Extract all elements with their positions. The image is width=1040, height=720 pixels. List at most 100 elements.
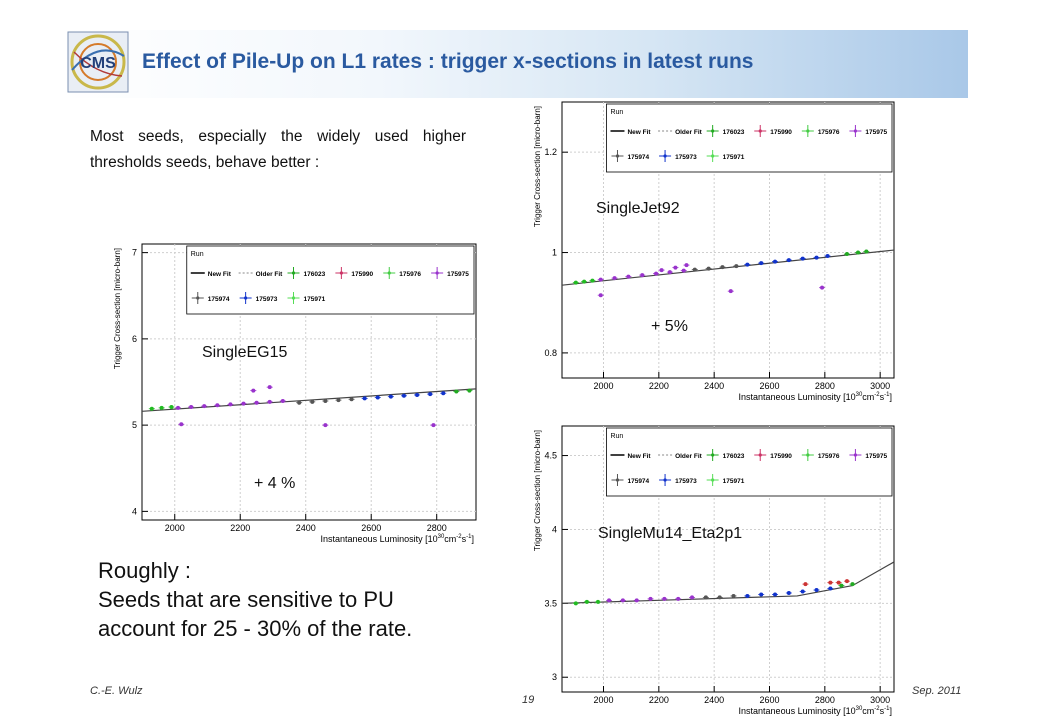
legend-marker-point — [758, 453, 762, 457]
data-point — [745, 593, 750, 598]
data-point — [745, 262, 750, 267]
data-point — [241, 401, 246, 406]
legend-marker-point — [711, 478, 715, 482]
data-point — [640, 273, 645, 278]
conclusion-line-1: Roughly : — [98, 558, 191, 583]
legend-marker-point — [435, 271, 439, 275]
x-tick-label: 2800 — [427, 523, 447, 533]
legend-marker-point — [339, 271, 343, 275]
data-point — [612, 276, 617, 281]
data-point — [814, 588, 819, 593]
data-point — [800, 256, 805, 261]
x-tick-label: 2400 — [296, 523, 316, 533]
data-point — [667, 270, 672, 275]
legend-entry: 175975 — [447, 271, 469, 278]
data-point — [734, 264, 739, 269]
legend-marker-point — [711, 154, 715, 158]
data-point — [349, 397, 354, 402]
data-point — [336, 398, 341, 403]
legend-entry: 175990 — [351, 271, 373, 278]
data-point — [189, 405, 194, 410]
x-tick-label: 2000 — [593, 695, 613, 705]
x-axis-label: Instantaneous Luminosity [1030cm-2s-1] — [739, 706, 892, 716]
data-point — [844, 252, 849, 257]
legend-entry: 175975 — [865, 129, 887, 136]
data-point — [654, 271, 659, 276]
legend-entry: 175975 — [865, 453, 887, 460]
data-point — [814, 255, 819, 260]
legend-title: Run — [610, 109, 623, 116]
data-point — [720, 265, 725, 270]
data-point — [176, 405, 181, 410]
legend-marker-point — [806, 129, 810, 133]
x-tick-label: 2600 — [759, 381, 779, 391]
legend-entry: New Fit — [627, 129, 651, 136]
legend-marker-point — [615, 478, 620, 482]
data-point — [401, 393, 406, 398]
data-point — [215, 403, 220, 408]
plot-frame — [141, 243, 477, 521]
y-tick-label: 1.2 — [544, 147, 557, 157]
data-point — [703, 595, 708, 600]
data-point — [800, 589, 805, 594]
cms-logo: CMS — [67, 31, 129, 93]
data-point — [676, 596, 681, 601]
data-point — [759, 592, 764, 597]
data-point — [634, 598, 639, 603]
footer-date: Sep. 2011 — [912, 685, 962, 697]
data-point — [684, 263, 689, 268]
data-point — [850, 582, 855, 587]
data-point — [323, 398, 328, 403]
y-tick-label: 3 — [552, 672, 557, 682]
y-tick-label: 3.5 — [544, 598, 557, 608]
x-tick-label: 2800 — [815, 695, 835, 705]
y-tick-label: 0.8 — [544, 348, 557, 358]
legend-marker-point — [615, 154, 620, 158]
label-singlejet92: SingleJet92 — [596, 200, 680, 217]
data-point — [864, 249, 869, 254]
y-tick-label: 6 — [132, 334, 137, 344]
data-point — [415, 392, 420, 397]
data-point — [149, 406, 154, 411]
data-point — [375, 395, 380, 400]
data-point — [582, 279, 587, 284]
x-tick-label: 2200 — [649, 695, 669, 705]
legend-marker-point — [853, 453, 858, 457]
legend-entry: 175976 — [818, 453, 840, 460]
chart-singleeg15: 2000 2200 2400 2600 2800 4 5 6 7 Instantaneous Lu… — [112, 240, 484, 546]
data-point — [828, 586, 833, 591]
data-point — [441, 391, 446, 396]
legend-marker-point — [291, 296, 296, 300]
x-tick-label: 2200 — [230, 523, 250, 533]
y-tick-label: 7 — [132, 248, 137, 258]
x-axis-label: Instantaneous Luminosity [1030cm-2s-1] — [739, 392, 892, 402]
data-point — [467, 388, 472, 393]
legend-marker-point — [663, 478, 667, 482]
legend-entry: 175976 — [399, 271, 421, 278]
x-tick-label: 2800 — [815, 381, 835, 391]
data-point — [169, 405, 174, 410]
x-tick-label: 2400 — [704, 381, 724, 391]
data-point — [573, 280, 578, 285]
data-point — [595, 599, 600, 604]
legend-entry: 175973 — [675, 154, 697, 161]
legend-entry: 175971 — [723, 478, 745, 485]
header-band — [60, 30, 968, 98]
data-point — [836, 580, 841, 585]
data-point — [310, 399, 315, 404]
data-point — [251, 388, 256, 393]
data-point — [584, 599, 589, 604]
legend-box — [606, 103, 893, 173]
data-point — [620, 598, 625, 603]
data-point — [803, 582, 808, 587]
chart-singlejet92: 2000 2200 2400 2600 2800 3000 0.8 1 1.2 Instantan… — [510, 98, 902, 404]
data-point — [431, 423, 436, 428]
data-point — [820, 285, 825, 290]
x-tick-label: 2600 — [759, 695, 779, 705]
x-tick-label: 2000 — [593, 381, 613, 391]
legend-marker-point — [711, 129, 715, 133]
fit-line — [561, 249, 895, 286]
data-point — [773, 592, 778, 597]
data-point — [717, 595, 722, 600]
x-axis-label: Instantaneous Luminosity [1030cm-2s-1] — [321, 534, 474, 544]
